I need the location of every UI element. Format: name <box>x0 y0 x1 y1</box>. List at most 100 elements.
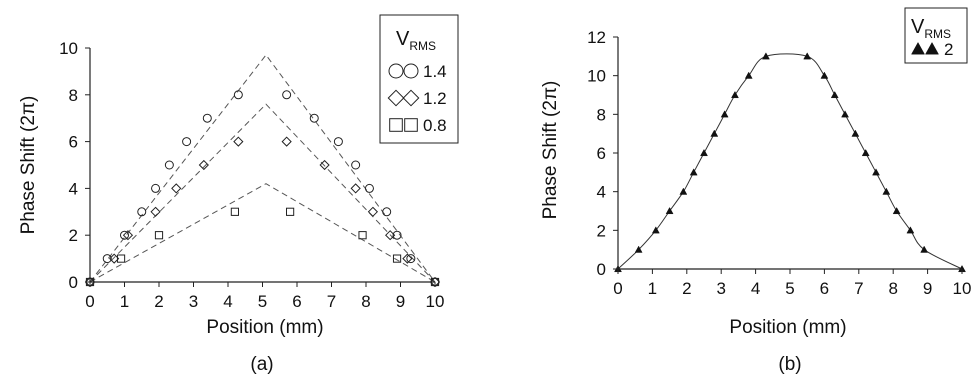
curve-line <box>617 53 963 270</box>
x-tick-label: 6 <box>292 292 301 311</box>
data-point-triangle <box>731 90 739 99</box>
data-point-triangle <box>920 245 929 253</box>
x-tick-label: 8 <box>888 279 897 298</box>
data-point-diamond <box>198 159 209 171</box>
data-point-diamond <box>233 136 244 147</box>
data-point-triangle <box>679 187 688 195</box>
fit-lines <box>89 54 436 283</box>
data-point-circle <box>309 113 319 123</box>
x-tick-label: 4 <box>751 279 760 298</box>
fit-line-0.8 <box>89 183 436 283</box>
legend-marker-circle <box>403 63 419 79</box>
data-point-triangle <box>710 129 719 137</box>
legend-marker-diamond <box>402 89 420 107</box>
data-point-circle <box>282 90 292 100</box>
x-tick-label: 10 <box>426 292 445 311</box>
x-tick-label: 8 <box>361 292 370 311</box>
legend-items: 2 <box>911 40 953 59</box>
data-point-circle <box>233 90 243 100</box>
legend-marker-triangle <box>925 41 939 55</box>
data-point-triangle <box>872 168 880 176</box>
data-point-diamond <box>171 183 182 194</box>
x-tick-label: 10 <box>953 279 972 298</box>
legend-marker-square <box>389 118 403 132</box>
data-point-square <box>230 207 240 216</box>
x-tick-label: 4 <box>223 292 232 311</box>
y-axis-title: Phase Shift (2π) <box>540 81 561 220</box>
data-point-triangle <box>851 129 860 137</box>
data-point-triangle <box>906 226 915 234</box>
data-point-diamond <box>319 159 330 171</box>
data-point-diamond <box>281 136 292 147</box>
data-point-circle <box>392 230 402 240</box>
tick-labels: 0 1 2 3 4 5 6 7 8 9 10 0 2 4 6 8 10 <box>59 39 444 311</box>
x-tick-label: 0 <box>85 292 94 311</box>
legend: VRMS 2 <box>904 7 968 64</box>
data-point-diamond <box>150 206 161 217</box>
data-point-triangle <box>744 71 753 79</box>
x-tick-label: 3 <box>189 292 198 311</box>
data-point-diamond <box>385 230 396 241</box>
x-tick-label: 9 <box>396 292 405 311</box>
data-point-square <box>286 207 295 216</box>
data-point-triangle <box>803 52 812 60</box>
data-point-triangle <box>830 90 839 99</box>
data-point-square <box>116 254 126 263</box>
x-tick-label: 0 <box>613 279 622 298</box>
y-tick-label: 10 <box>59 39 78 58</box>
data-point-triangle <box>720 110 729 118</box>
x-tick-label: 9 <box>923 279 932 298</box>
y-tick-label: 4 <box>597 183 606 202</box>
data-point-circle <box>406 254 416 264</box>
fit-line-1.2 <box>89 103 436 283</box>
data-point-triangle <box>700 148 708 157</box>
data-point-circle <box>151 183 161 193</box>
chart-panel-a: 0 1 2 3 4 5 6 7 8 9 10 0 2 4 6 8 10 Position (mm) Phase … <box>18 14 459 375</box>
x-tick-label: 2 <box>154 292 163 311</box>
data-points <box>614 52 966 273</box>
data-point-square <box>154 231 164 240</box>
data-point-circle <box>202 113 212 123</box>
y-tick-label: 8 <box>597 105 606 124</box>
data-point-square <box>358 231 367 240</box>
legend-title: VRMS <box>911 16 951 41</box>
panel-label: (a) <box>250 354 273 375</box>
x-tick-label: 6 <box>820 279 829 298</box>
panel-label: (b) <box>778 354 801 375</box>
data-point-triangle <box>634 245 643 253</box>
data-point-diamond <box>402 253 413 264</box>
y-tick-label: 10 <box>587 67 606 86</box>
y-tick-label: 6 <box>597 144 606 163</box>
legend-items: 1.4 1.2 0.8 <box>387 62 447 135</box>
legend-marker-square <box>404 118 418 132</box>
data-point-circle <box>333 137 343 147</box>
x-tick-label: 5 <box>258 292 267 311</box>
x-tick-label: 3 <box>716 279 725 298</box>
y-axis-title: Phase Shift (2π) <box>18 96 39 235</box>
data-point-triangle <box>761 52 770 60</box>
data-point-circle <box>102 254 112 264</box>
x-tick-label: 5 <box>785 279 794 298</box>
data-point-triangle <box>892 206 901 215</box>
data-point-triangle <box>820 71 829 79</box>
legend-label: 2 <box>944 40 953 59</box>
data-point-triangle <box>882 187 891 195</box>
data-point-triangle <box>665 206 674 215</box>
y-tick-label: 2 <box>597 221 606 240</box>
y-tick-label: 6 <box>69 133 78 152</box>
legend-label: 1.2 <box>423 89 447 108</box>
fit-line-1.4 <box>89 54 436 283</box>
legend: VRMS 1.4 1.2 0.8 <box>379 14 459 144</box>
y-tick-label: 12 <box>587 28 606 47</box>
legend-label: 0.8 <box>423 116 447 135</box>
data-point-diamond <box>350 183 361 194</box>
curve <box>617 53 963 270</box>
legend-marker-triangle <box>911 41 925 55</box>
data-point-triangle <box>651 226 660 234</box>
axes <box>613 36 963 274</box>
data-point-circle <box>351 160 361 170</box>
data-point-circle <box>364 183 374 193</box>
y-tick-label: 8 <box>69 86 78 105</box>
